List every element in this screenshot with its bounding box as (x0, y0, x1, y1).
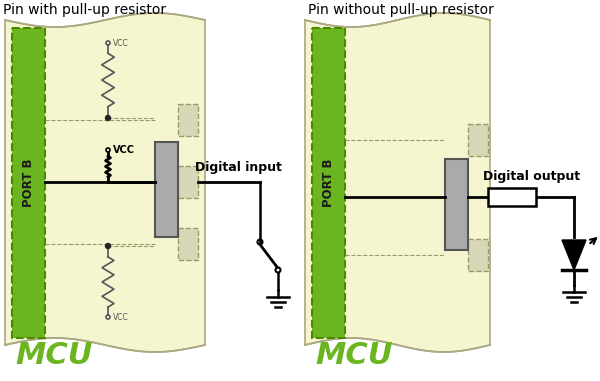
Polygon shape (305, 13, 490, 352)
Text: MCU: MCU (315, 341, 392, 370)
Text: MCU: MCU (15, 341, 92, 370)
Text: PORT B: PORT B (22, 159, 35, 207)
Bar (312, 28, 345, 338)
Text: Digital output: Digital output (483, 170, 580, 183)
Circle shape (106, 115, 110, 120)
Text: VCC: VCC (113, 145, 135, 155)
Text: Digital input: Digital input (195, 161, 282, 174)
Bar (468, 239, 488, 271)
Text: Pin with pull-up resistor: Pin with pull-up resistor (3, 3, 166, 17)
Bar (12, 28, 45, 338)
Bar (178, 228, 198, 260)
Bar (468, 124, 488, 156)
Bar (155, 142, 178, 237)
Bar (445, 159, 468, 250)
Bar (488, 188, 536, 206)
Bar (178, 104, 198, 136)
Bar (178, 166, 198, 198)
Polygon shape (562, 240, 586, 270)
Circle shape (106, 243, 110, 248)
Text: VCC: VCC (113, 38, 129, 48)
Polygon shape (5, 13, 205, 352)
Text: Pin without pull-up resistor: Pin without pull-up resistor (308, 3, 494, 17)
Text: PORT B: PORT B (322, 159, 335, 207)
Text: VCC: VCC (113, 312, 129, 322)
